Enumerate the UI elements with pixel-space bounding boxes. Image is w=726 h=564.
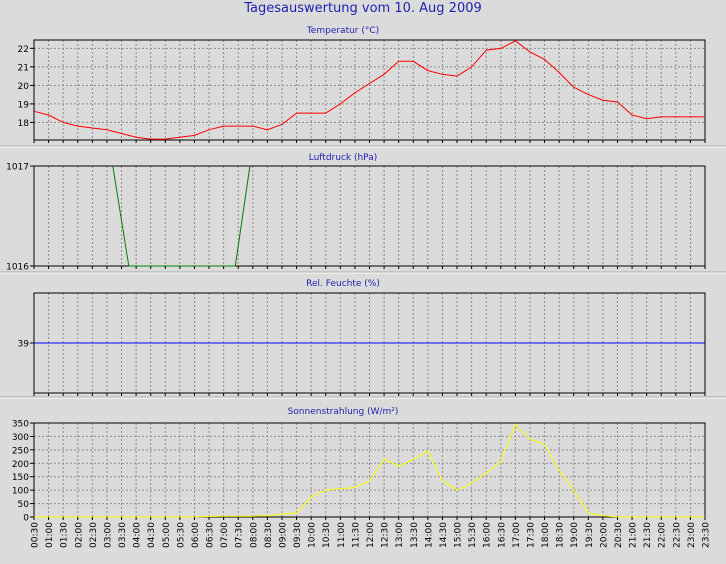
x-tick-label: 22:00 (658, 522, 668, 548)
x-tick-label: 19:00 (570, 522, 580, 548)
y-tick-label: 300 (12, 433, 29, 443)
y-tick-label: 1017 (6, 163, 29, 173)
x-tick-label: 07:30 (235, 522, 245, 548)
x-tick-label: 09:30 (293, 522, 303, 548)
chart-title: Rel. Feuchte (%) (306, 279, 380, 289)
x-tick-label: 12:00 (366, 522, 376, 548)
y-tick-label: 21 (18, 63, 29, 73)
y-tick-label: 1016 (6, 263, 29, 273)
y-tick-label: 100 (12, 487, 29, 497)
y-tick-label: 350 (12, 420, 29, 430)
temperature-chart: Temperatur (°C) 18 19 20 21 22 (0, 26, 726, 148)
x-tick-label: 06:00 (191, 522, 201, 548)
x-tick-label: 17:00 (512, 522, 522, 548)
x-tick-label: 14:30 (439, 522, 449, 548)
plot-frame (33, 422, 706, 518)
x-tick-label: 18:00 (541, 522, 551, 548)
y-tick-label: 39 (18, 340, 30, 350)
x-tick-label: 05:30 (176, 522, 186, 548)
pressure-chart: Luftdruck (hPa) 1016 1017 (0, 153, 726, 274)
x-tick-label: 02:30 (89, 522, 99, 548)
series-line (34, 423, 705, 518)
x-tick-label: 19:30 (585, 522, 595, 548)
x-tick-label: 11:00 (337, 522, 347, 548)
x-tick-label: 21:30 (643, 522, 653, 548)
x-tick-label: 22:30 (672, 522, 682, 548)
x-tick-label: 01:30 (60, 522, 70, 548)
x-tick-label: 14:00 (424, 522, 434, 548)
series-line (112, 165, 251, 267)
x-tick-label: 09:00 (278, 522, 288, 548)
x-tick-label: 21:00 (629, 522, 639, 548)
time-axis: 00:30 01:00 01:30 02:00 02:30 03:00 03:30 04:00… (31, 522, 712, 548)
x-tick-label: 15:00 (454, 522, 464, 548)
chart-title: Temperatur (°C) (306, 26, 379, 36)
chart-title: Luftdruck (hPa) (309, 153, 378, 163)
humidity-chart: Rel. Feuchte (%) 39 (0, 279, 726, 399)
x-tick-label: 07:00 (220, 522, 230, 548)
x-tick-label: 08:30 (264, 522, 274, 548)
x-tick-label: 13:30 (410, 522, 420, 548)
x-tick-label: 11:30 (351, 522, 361, 548)
x-tick-label: 23:30 (702, 522, 712, 548)
y-tick-label: 200 (12, 460, 29, 470)
x-tick-label: 02:00 (74, 522, 84, 548)
x-tick-label: 05:00 (162, 522, 172, 548)
page-title: Tagesauswertung vom 10. Aug 2009 (244, 1, 482, 16)
x-tick-label: 10:30 (322, 522, 332, 548)
x-tick-label: 08:00 (249, 522, 259, 548)
y-tick-label: 150 (12, 473, 29, 483)
y-tick-label: 20 (18, 82, 30, 92)
x-tick-label: 04:00 (133, 522, 143, 548)
x-tick-label: 13:00 (395, 522, 405, 548)
y-tick-label: 18 (18, 119, 30, 129)
y-tick-label: 22 (18, 45, 29, 55)
x-tick-label: 20:00 (599, 522, 609, 548)
x-tick-label: 00:30 (31, 522, 41, 548)
x-tick-label: 03:30 (118, 522, 128, 548)
x-tick-label: 12:30 (381, 522, 391, 548)
x-tick-label: 04:30 (147, 522, 157, 548)
series-line (33, 40, 705, 140)
x-tick-label: 16:00 (483, 522, 493, 548)
y-tick-label: 50 (18, 500, 30, 510)
chart-title: Sonnenstrahlung (W/m²) (288, 407, 399, 417)
y-tick-label: 250 (12, 446, 29, 456)
x-tick-label: 15:30 (468, 522, 478, 548)
x-tick-label: 20:30 (614, 522, 624, 548)
x-tick-label: 03:00 (103, 522, 113, 548)
x-tick-label: 06:30 (206, 522, 216, 548)
x-tick-label: 16:30 (497, 522, 507, 548)
x-tick-label: 17:30 (526, 522, 536, 548)
x-tick-label: 18:30 (556, 522, 566, 548)
x-tick-label: 01:00 (45, 522, 55, 548)
x-tick-label: 23:00 (687, 522, 697, 548)
x-tick-label: 10:00 (308, 522, 318, 548)
y-tick-label: 19 (18, 100, 30, 110)
radiation-chart: Sonnenstrahlung (W/m²) 0 50 100 150 200 250 30… (12, 407, 706, 524)
y-tick-label: 0 (23, 514, 29, 524)
